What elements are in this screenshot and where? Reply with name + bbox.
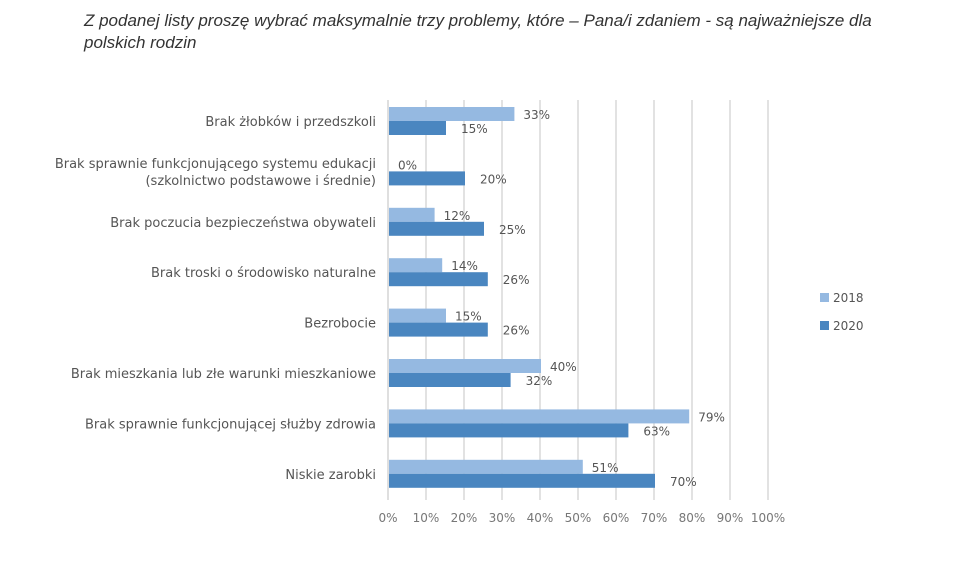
data-label: 63% — [643, 424, 670, 438]
bar-2018 — [389, 207, 435, 222]
category-label: Brak troski o środowisko naturalne — [151, 266, 376, 281]
category-label: Niskie zarobki — [285, 468, 376, 483]
x-tick-label: 40% — [527, 511, 554, 525]
x-tick-label: 100% — [751, 511, 785, 525]
x-tick-label: 20% — [451, 511, 478, 525]
bar-2018 — [389, 359, 541, 373]
x-tick-label: 0% — [378, 511, 397, 525]
bar-2020 — [389, 221, 484, 236]
data-label: 20% — [480, 172, 507, 186]
x-tick-label: 10% — [413, 511, 440, 525]
bar-2020 — [389, 373, 511, 387]
data-label: 70% — [670, 475, 697, 489]
data-label: 26% — [503, 273, 530, 287]
data-label: 15% — [455, 310, 482, 324]
data-label: 12% — [444, 209, 471, 223]
bar-2020 — [389, 272, 488, 287]
x-tick-label: 50% — [565, 511, 592, 525]
data-label: 26% — [503, 324, 530, 338]
x-tick-label: 30% — [489, 511, 516, 525]
bar-2018 — [389, 409, 690, 424]
legend-label: 2018 — [833, 291, 864, 305]
category-label: (szkolnictwo podstawowe i średnie) — [145, 174, 376, 189]
legend-swatch — [820, 321, 829, 330]
legend-label: 2020 — [833, 319, 864, 333]
bar-2020 — [389, 171, 465, 186]
bar-2020 — [389, 322, 488, 337]
category-label: Brak sprawnie funkcjonującego systemu ed… — [55, 157, 376, 172]
legend-swatch — [820, 293, 829, 302]
data-label: 15% — [461, 122, 488, 136]
data-label: 79% — [698, 410, 725, 424]
data-label: 33% — [523, 108, 550, 122]
bar-2020 — [389, 423, 629, 438]
category-label: Brak mieszkania lub złe warunki mieszkan… — [71, 367, 376, 382]
data-label: 32% — [526, 374, 553, 388]
data-label: 0% — [398, 158, 417, 172]
data-label: 51% — [592, 461, 619, 475]
x-tick-label: 80% — [679, 511, 706, 525]
x-tick-label: 60% — [603, 511, 630, 525]
bar-2018 — [389, 107, 515, 121]
chart-title: Z podanej listy proszę wybrać maksymalni… — [84, 11, 872, 52]
bar-2018 — [389, 459, 583, 474]
category-label: Brak żłobków i przedszkoli — [205, 115, 376, 130]
bar-2020 — [389, 121, 446, 135]
category-label: Brak sprawnie funkcjonującej służby zdro… — [85, 417, 376, 432]
x-tick-label: 90% — [717, 511, 744, 525]
data-label: 40% — [550, 360, 577, 374]
category-label: Brak poczucia bezpieczeństwa obywateli — [110, 216, 376, 231]
category-label: Bezrobocie — [304, 317, 376, 332]
data-label: 25% — [499, 223, 526, 237]
data-label: 14% — [451, 259, 478, 273]
bar-2018 — [389, 258, 443, 273]
bar-2018 — [389, 308, 446, 323]
bar-2020 — [389, 473, 655, 488]
x-tick-label: 70% — [641, 511, 668, 525]
